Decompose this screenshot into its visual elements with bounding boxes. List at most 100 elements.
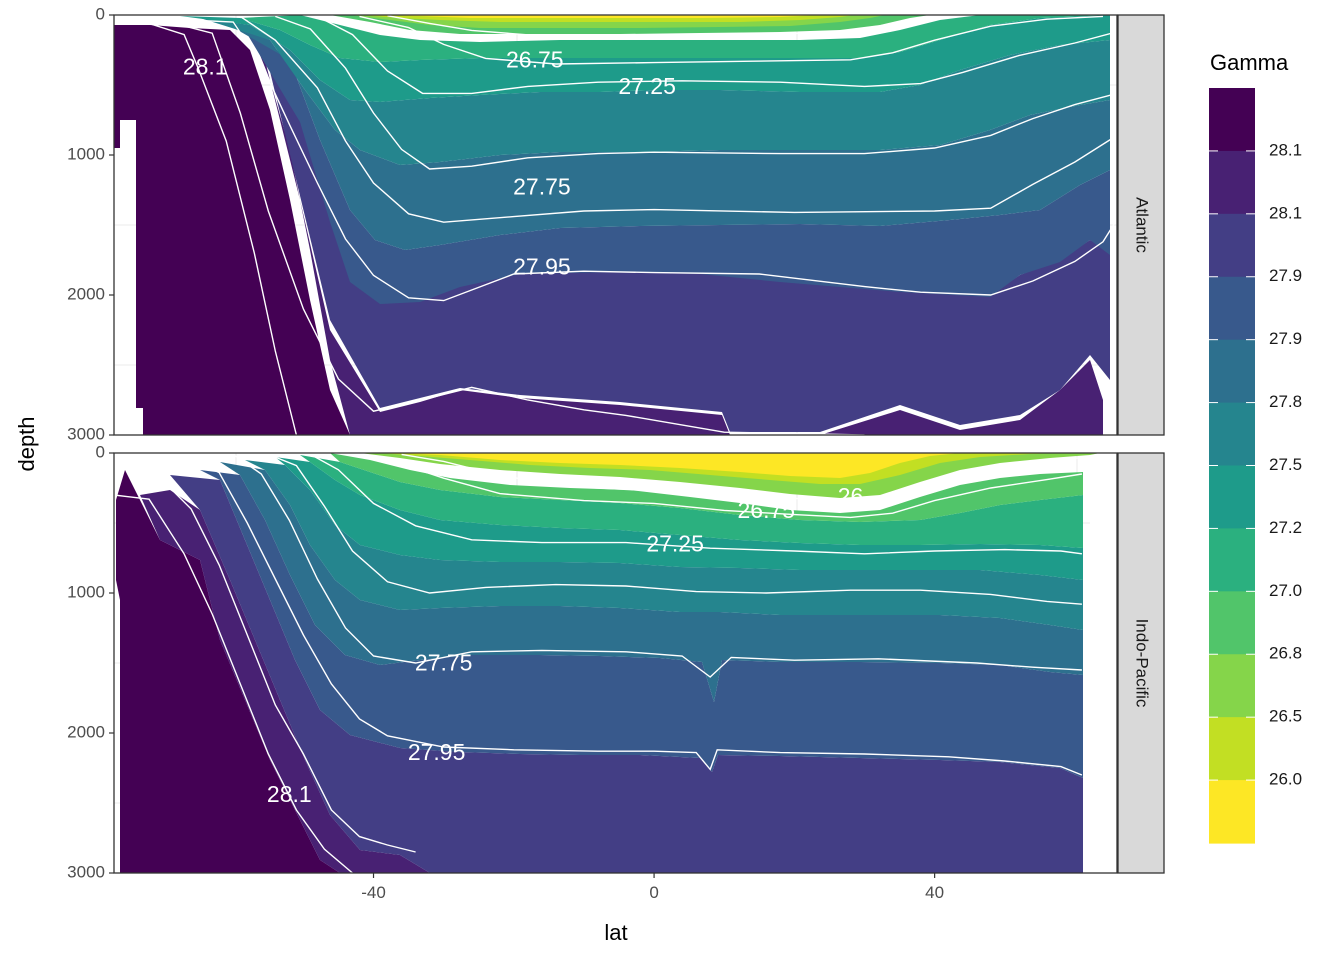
contour-line-28.1 (114, 494, 353, 873)
panel-atlantic: 26.75 27.25 27.75 27.95 28.1 Atlantic (113, 14, 1165, 436)
contour-label: 27.75 (415, 649, 473, 675)
legend-label: 27.0 (1269, 581, 1302, 600)
band-25.8 (395, 453, 960, 478)
band-27.8 (220, 462, 1083, 702)
no-data-region (1103, 260, 1117, 435)
y-tick-label: 2000 (67, 722, 105, 741)
band-27.8 (220, 20, 1110, 250)
y-axis-indo-pacific: 0 1000 2000 3000 (67, 442, 114, 881)
contour-line-27.95 (114, 15, 1117, 302)
contour-line-27.25 (310, 453, 1082, 555)
strip-label-atlantic: Atlantic (1133, 197, 1152, 253)
band-28.1-right (820, 360, 1103, 435)
x-tick-label: -40 (361, 883, 386, 902)
no-data-region (1083, 455, 1117, 873)
strip-indo-pacific (1117, 452, 1165, 874)
contour-label: 26 (838, 483, 864, 509)
strip-label-indo-pacific: Indo-Pacific (1133, 619, 1152, 708)
band-25.8 (380, 15, 820, 18)
band-27.0 (240, 15, 1110, 62)
contour-line-27.75 (239, 15, 1117, 223)
legend: Gamma 28.1 28.1 27.9 27.9 27.8 27.5 27.2 27.0 26… (1209, 50, 1302, 844)
legend-swatch (1209, 717, 1255, 781)
contour-line-26.25 (401, 453, 1111, 502)
x-tick-label: 40 (925, 883, 944, 902)
legend-label: 26.0 (1269, 770, 1302, 789)
contour-label: 27.95 (513, 253, 571, 279)
legend-title: Gamma (1210, 50, 1289, 75)
contour-label: 27.75 (513, 174, 571, 200)
contour-lines (114, 15, 1117, 435)
legend-swatch (1209, 88, 1255, 152)
strip-atlantic (1117, 14, 1165, 436)
band-27.5 (245, 460, 1083, 630)
contour-line-27.75 (232, 453, 1082, 678)
y-tick-label: 0 (96, 4, 105, 23)
legend-label: 28.1 (1269, 140, 1302, 159)
y-tick-label: 2000 (67, 284, 105, 303)
contour-labels: 26.75 27.25 27.75 27.95 28.1 (183, 46, 676, 279)
legend-swatch (1209, 402, 1255, 467)
contour-line-28.1 (114, 21, 298, 435)
y-axis-title: depth (14, 416, 39, 471)
band-27.5 (200, 18, 1110, 165)
contour-label: 27.25 (646, 530, 704, 556)
legend-label: 27.2 (1269, 518, 1302, 537)
contour-line-27.95 (114, 455, 1083, 776)
x-axis: -40 0 40 (361, 873, 944, 902)
legend-label: 27.9 (1269, 329, 1302, 348)
legend-swatch (1209, 780, 1255, 844)
legend-swatch (1209, 528, 1255, 592)
band-27.95 (170, 475, 1083, 873)
y-tick-label: 1000 (67, 582, 105, 601)
contour-label: 26.75 (738, 497, 796, 523)
contour-label: 28.1 (267, 781, 312, 807)
band-28.1 (140, 490, 430, 873)
legend-swatch (1209, 339, 1255, 404)
legend-swatch (1209, 465, 1255, 530)
band-27.95 (260, 30, 1110, 432)
contour-lines (114, 453, 1111, 873)
contour-line-28.05 (114, 462, 416, 853)
y-tick-label: 3000 (67, 424, 105, 443)
y-tick-label: 3000 (67, 862, 105, 881)
legend-colorbar (1209, 88, 1255, 844)
y-tick-label: 0 (96, 442, 105, 461)
band-28.15 (116, 470, 340, 873)
contour-label: 26.75 (506, 46, 564, 72)
contour-label: 28.1 (183, 53, 228, 79)
band-27.2 (180, 15, 1110, 102)
band-27.9 (240, 22, 1110, 304)
legend-label: 28.1 (1269, 203, 1302, 222)
contour-label: 27.95 (408, 739, 466, 765)
y-tick-label: 1000 (67, 144, 105, 163)
contour-labels: 26.75 26 27.25 27.75 27.95 28.1 (267, 483, 863, 807)
x-axis-title: lat (604, 920, 627, 945)
panel-border (113, 452, 1118, 874)
legend-label: 26.8 (1269, 644, 1302, 663)
panel-indo-pacific: 26.75 26 27.25 27.75 27.95 28.1 Indo-Pacific (113, 452, 1165, 874)
filled-field: 26.75 26 27.25 27.75 27.95 28.1 (114, 453, 1117, 873)
band-27.0 (300, 455, 1083, 548)
filled-field: 26.75 27.25 27.75 27.95 28.1 (114, 15, 1117, 435)
legend-swatch (1209, 150, 1255, 215)
legend-label: 27.5 (1269, 455, 1302, 474)
y-axis-atlantic: 0 1000 2000 3000 (67, 4, 114, 443)
legend-label: 27.8 (1269, 392, 1302, 411)
legend-swatch (1209, 654, 1255, 718)
legend-labels: 28.1 28.1 27.9 27.9 27.8 27.5 27.2 27.0 26.8 26.5… (1209, 140, 1302, 789)
legend-label: 26.5 (1269, 707, 1302, 726)
contour-line-26.25 (387, 15, 935, 37)
contour-line-27.25 (317, 15, 1117, 95)
band-27.2 (275, 457, 1083, 580)
band-28.15 (114, 25, 350, 435)
panel-border (113, 14, 1118, 436)
contour-line-26.75 (359, 453, 1083, 519)
legend-label: 27.9 (1269, 266, 1302, 285)
contour-line-27.5 (275, 15, 1117, 170)
legend-swatch (1209, 213, 1255, 278)
contour-line-27.5 (268, 453, 1082, 605)
legend-swatch (1209, 591, 1255, 655)
contour-line-26.75 (359, 15, 1104, 65)
